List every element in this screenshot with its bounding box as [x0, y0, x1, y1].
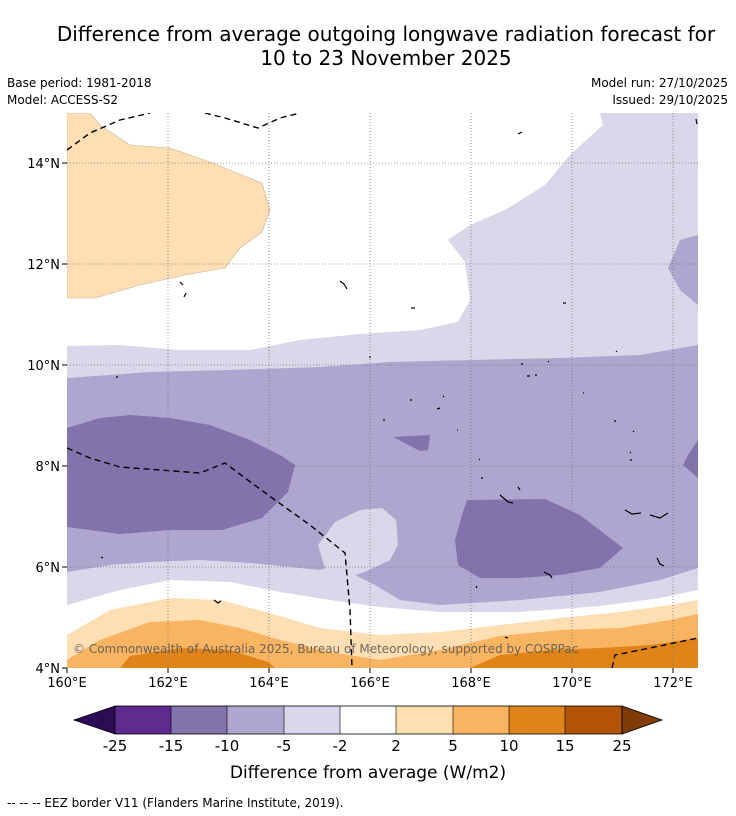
axis-ticks — [62, 162, 674, 673]
gridlines — [67, 113, 698, 668]
lon-label-172: 172°E — [653, 676, 693, 691]
islands — [100, 118, 698, 639]
lat-label-6: 6°N — [36, 561, 61, 576]
olr-contour-strong-negative-west — [67, 415, 295, 534]
title-line-1: Difference from average outgoing longwav… — [56, 22, 716, 46]
lat-label-8: 8°N — [36, 460, 61, 475]
lat-label-14: 14°N — [27, 157, 60, 172]
colorbar-segment-3 — [227, 706, 284, 734]
lon-label-168: 168°E — [451, 676, 491, 691]
olr-contour-small-blob — [393, 435, 430, 451]
olr-contour-positive-northwest — [67, 113, 271, 299]
colorbar-tick-2: -10 — [215, 737, 240, 755]
base-period: Base period: 1981-2018 — [7, 76, 152, 90]
colorbar-tick-9: 25 — [612, 737, 631, 755]
colorbar-segment-6 — [396, 706, 453, 734]
eez-border-south — [67, 447, 353, 668]
meta-right: Model run: 27/10/2025 Issued: 29/10/2025 — [591, 75, 728, 109]
model-name: Model: ACCESS-S2 — [7, 93, 119, 107]
lon-label-162: 162°E — [148, 676, 188, 691]
colorbar-segment-9 — [565, 706, 622, 734]
olr-contour-strong-positive-southeast — [470, 638, 698, 668]
colorbar-tick-4: -2 — [333, 737, 348, 755]
eez-legend-note: -- -- -- EEZ border V11 (Flanders Marine… — [7, 796, 344, 810]
chart-title: Difference from average outgoing longwav… — [0, 22, 736, 70]
lon-label-166: 166°E — [350, 676, 390, 691]
colorbar-segment-8 — [509, 706, 565, 734]
axis-labels: 160°E 162°E 164°E 166°E 168°E 170°E 172°… — [27, 157, 693, 691]
issued-date: Issued: 29/10/2025 — [612, 93, 728, 107]
colorbar-segment-4 — [284, 706, 340, 734]
colorbar-segment-5 — [340, 706, 396, 734]
meta-left: Base period: 1981-2018 Model: ACCESS-S2 — [7, 75, 152, 109]
colorbar-above-triangle — [621, 705, 664, 735]
colorbar: -25 -15 -10 -5 -2 2 5 10 15 25 Differenc… — [72, 705, 664, 783]
model-run: Model run: 27/10/2025 — [590, 76, 728, 90]
eez-border-southeast — [611, 637, 698, 668]
colorbar-segment-7 — [453, 706, 509, 734]
colorbar-tick-6: 5 — [448, 737, 458, 755]
olr-contour-east-upper — [668, 235, 698, 305]
colorbar-tick-8: 15 — [555, 737, 574, 755]
colorbar-tick-0: -25 — [103, 737, 128, 755]
olr-contour-east-edge — [683, 440, 698, 478]
colorbar-tick-1: -15 — [159, 737, 184, 755]
colorbar-tick-5: 2 — [391, 737, 401, 755]
colorbar-below-triangle — [72, 705, 116, 735]
lon-label-160: 160°E — [47, 676, 87, 691]
title-line-2: 10 to 23 November 2025 — [260, 46, 512, 70]
lat-label-10: 10°N — [27, 359, 60, 374]
colorbar-segment-2 — [171, 706, 227, 734]
lat-label-4: 4°N — [36, 662, 61, 677]
copyright-text: © Commonwealth of Australia 2025, Bureau… — [73, 642, 578, 656]
olr-contour-neutral-notch — [318, 508, 398, 578]
colorbar-segment-1 — [115, 706, 171, 734]
olr-contour-strong-negative-east — [455, 499, 623, 578]
olr-contour-strong-positive-south — [120, 648, 275, 668]
lon-label-164: 164°E — [249, 676, 289, 691]
colorbar-tick-7: 10 — [499, 737, 518, 755]
lat-label-12: 12°N — [27, 258, 60, 273]
eez-border-north — [67, 113, 301, 151]
map-panel: © Commonwealth of Australia 2025, Bureau… — [67, 113, 698, 668]
colorbar-label: Difference from average (W/m2) — [230, 763, 506, 783]
lon-label-170: 170°E — [552, 676, 592, 691]
colorbar-tick-3: -5 — [277, 737, 292, 755]
